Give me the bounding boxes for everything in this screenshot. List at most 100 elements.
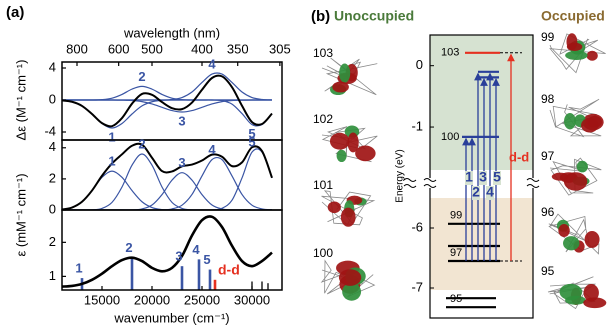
y-tick-label: 2 [49,234,56,249]
x-tick-label: 30000 [234,292,270,307]
component-label: 1 [108,129,115,144]
x-tick-label: 25000 [184,292,220,307]
component-curve [62,172,272,210]
component-label: 5 [248,135,255,150]
y-tick-label: 0 [49,91,56,106]
stick-label: 1 [75,261,82,276]
orbital-lobe [340,207,356,227]
orbital-image [321,125,378,163]
spectrum-curve [62,215,273,288]
plot-area [62,215,273,290]
unoccupied-region [430,35,533,170]
y-tick-label: -1 [411,118,423,133]
component-curve [62,170,272,210]
component-label: 2 [138,136,145,151]
level-label: 103 [441,47,459,59]
x2-tick-label: 800 [66,41,88,56]
molecule-skeleton [548,213,600,255]
transition-label: 1 [465,169,473,185]
level-label: 97 [450,247,462,259]
axis-break-gap [529,178,537,188]
orbital-label: 95 [541,264,555,278]
transition-label: 5 [493,169,501,185]
orbital-lobe [586,50,598,61]
molecule-skeleton [321,57,378,96]
transition-label-bg [493,171,501,185]
stick-label: 4 [192,242,200,257]
orbital-lobe [329,132,350,150]
component-label: 3 [178,113,185,128]
orbital-image [320,259,376,301]
occupied-header: Occupied [541,8,605,24]
orbital-lobe [327,201,341,214]
y-tick-label: 1 [49,268,56,283]
y-tick-label: -6 [411,219,423,234]
component-label: 4 [208,142,216,157]
transition-label-bg [486,186,494,200]
y-tick-label: 4 [49,59,56,74]
level-label: 100 [441,131,459,143]
diagram-frame [429,34,534,319]
y-tick-label: 0 [416,57,423,72]
orbital-lobe [355,145,376,162]
orbital-lobe [583,284,599,302]
orbital-label: 102 [313,112,333,126]
orbital-lobe [565,50,588,61]
component-label: 5 [248,126,255,141]
x-tick-label: 20000 [134,292,170,307]
x2-tick-label: 350 [227,41,249,56]
y-axis-title: Δε (M⁻¹ cm⁻¹) [13,60,28,141]
unoccupied-header: Unoccupied [334,8,414,24]
transition-label: 4 [486,184,494,200]
level-label: 99 [450,210,462,222]
orbital-lobe [564,112,576,130]
orbital-lobe [338,269,362,286]
component-curve [62,85,272,101]
orbital-image [548,213,600,255]
x2-tick-label: 305 [269,41,291,56]
orbital-lobe [566,42,583,51]
orbital-image [549,157,602,196]
orbital-label: 96 [541,205,555,219]
occupied-region [430,198,533,290]
y-tick-label: -4 [44,123,56,138]
orbital-lobe [563,172,588,191]
transition-label-bg [479,171,487,185]
orbital-image [321,190,376,227]
spectrum-curve [62,142,273,210]
x-tick-label: 15000 [84,292,120,307]
transition-label: 2 [472,184,480,200]
transition-label: d-d [509,149,529,164]
transition-label-bg [465,171,473,185]
level-label: 95 [450,293,462,305]
spectrum-curve [62,74,273,128]
plot-area [62,72,273,129]
orbital-lobe [342,282,362,301]
axis-break [423,178,437,188]
y-tick-label: 0 [49,201,56,216]
stick-label: 3 [175,249,182,264]
x2-tick-label: 500 [141,41,163,56]
transition-label: 3 [479,169,487,185]
orbital-lobe [332,81,349,93]
component-label: 4 [208,57,216,72]
orbital-image [321,57,378,96]
axis-break-gap [426,178,434,188]
orbital-label: 103 [313,46,333,60]
stick-label: 2 [125,240,132,255]
orbital-image [549,33,606,74]
plot-area [62,142,273,210]
x2-tick-label: 400 [191,41,213,56]
transition-label-bg [472,186,480,200]
component-label: 3 [178,155,185,170]
panel-label: (a) [6,4,24,21]
component-curve [62,156,273,210]
y-tick-label: -7 [411,279,423,294]
orbital-lobe [347,132,359,153]
y-axis-title: Energy (eV) [395,149,406,202]
orbital-label: 100 [313,246,333,260]
orbital-lobe [336,149,347,163]
y-tick-label: 2 [49,170,56,185]
orbital-lobe [563,236,580,251]
x2-axis-title: wavelength (nm) [123,25,220,40]
